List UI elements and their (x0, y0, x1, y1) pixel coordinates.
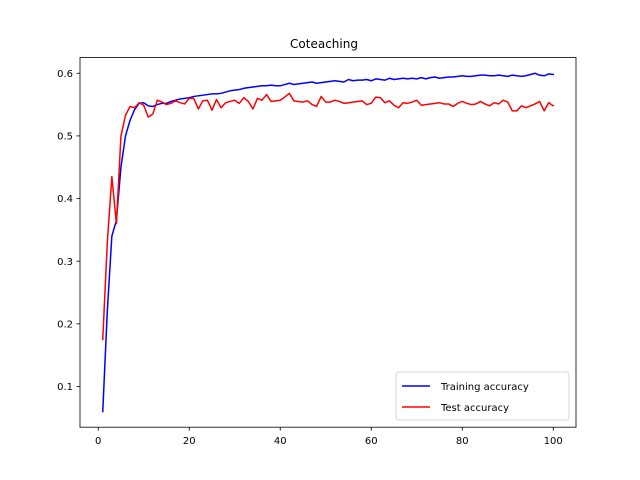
y-tick-label: 0.6 (57, 69, 73, 80)
y-tick-label: 0.4 (57, 194, 73, 205)
y-tick-label: 0.3 (57, 257, 73, 268)
x-tick-label: 0 (95, 436, 101, 447)
y-tick-label: 0.5 (57, 132, 73, 143)
x-tick-label: 100 (544, 436, 563, 447)
legend-label-training-accuracy: Training accuracy (440, 382, 529, 393)
legend-label-test-accuracy: Test accuracy (440, 403, 509, 414)
x-tick-label: 20 (183, 436, 196, 447)
x-tick-label: 80 (456, 436, 469, 447)
x-tick-label: 60 (365, 436, 378, 447)
chart-title: Coteaching (290, 37, 358, 51)
legend: Training accuracy Test accuracy (396, 372, 569, 420)
y-tick-label: 0.2 (57, 319, 73, 330)
y-tick-label: 0.1 (57, 382, 73, 393)
x-tick-label: 40 (274, 436, 287, 447)
